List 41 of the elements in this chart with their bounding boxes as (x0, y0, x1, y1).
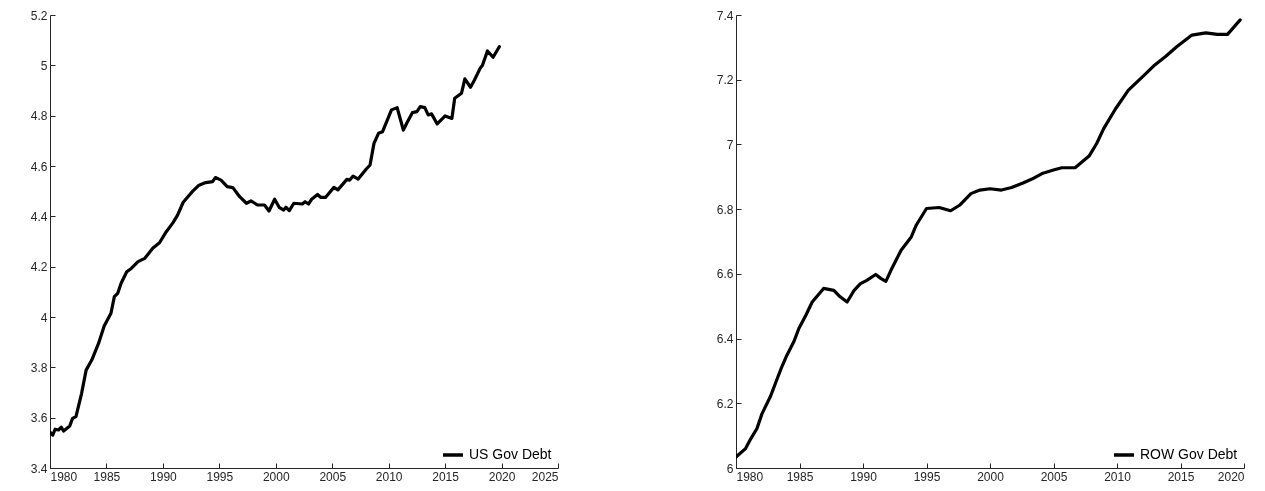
y-tick-label: 7.4 (716, 8, 734, 23)
y-tick-label: 7 (726, 137, 734, 152)
y-tick-label: 6.8 (716, 202, 734, 217)
y-tick-label: 5 (40, 58, 48, 73)
x-tick-label: 2020 (488, 469, 516, 484)
y-tick-label: 3.4 (30, 461, 48, 476)
y-tick-label: 4.8 (30, 109, 48, 124)
x-tick-label: 2000 (977, 469, 1005, 484)
y-tick-label: 7.2 (716, 73, 734, 88)
legend-label: ROW Gov Debt (1140, 446, 1238, 462)
line-series (50, 45, 501, 437)
y-tick-label: 6.6 (716, 267, 734, 282)
x-tick-label: 1985 (786, 469, 814, 484)
x-tick-label: 1995 (913, 469, 941, 484)
y-tick-label: 4.2 (30, 260, 48, 275)
x-tick-label: 1980 (50, 469, 78, 484)
line-series (736, 18, 1242, 459)
y-tick-label: 4 (40, 310, 48, 325)
y-tick-label: 4.6 (30, 159, 48, 174)
y-tick-label: 3.6 (30, 411, 48, 426)
y-tick-label: 6.2 (716, 396, 734, 411)
x-tick-label: 1985 (93, 469, 121, 484)
legend-label: US Gov Debt (469, 446, 552, 462)
y-tick-label: 5.2 (30, 8, 48, 23)
x-tick-label: 2015 (432, 469, 460, 484)
x-tick-label: 2015 (1167, 469, 1195, 484)
x-tick-label: 2000 (262, 469, 290, 484)
x-tick-label: 1995 (206, 469, 234, 484)
x-tick-label: 2025 (531, 469, 559, 484)
y-tick-label: 6.4 (716, 332, 734, 347)
y-tick-label: 3.8 (30, 360, 48, 375)
x-tick-label: 1990 (150, 469, 178, 484)
x-tick-label: 2010 (375, 469, 403, 484)
x-tick-label: 2010 (1104, 469, 1132, 484)
x-tick-label: 2020 (1217, 469, 1245, 484)
y-tick-label: 6 (726, 461, 734, 476)
y-tick-label: 4.4 (30, 209, 48, 224)
x-tick-label: 2005 (319, 469, 347, 484)
x-tick-label: 2005 (1040, 469, 1068, 484)
x-tick-label: 1980 (736, 469, 764, 484)
x-tick-label: 1990 (850, 469, 878, 484)
